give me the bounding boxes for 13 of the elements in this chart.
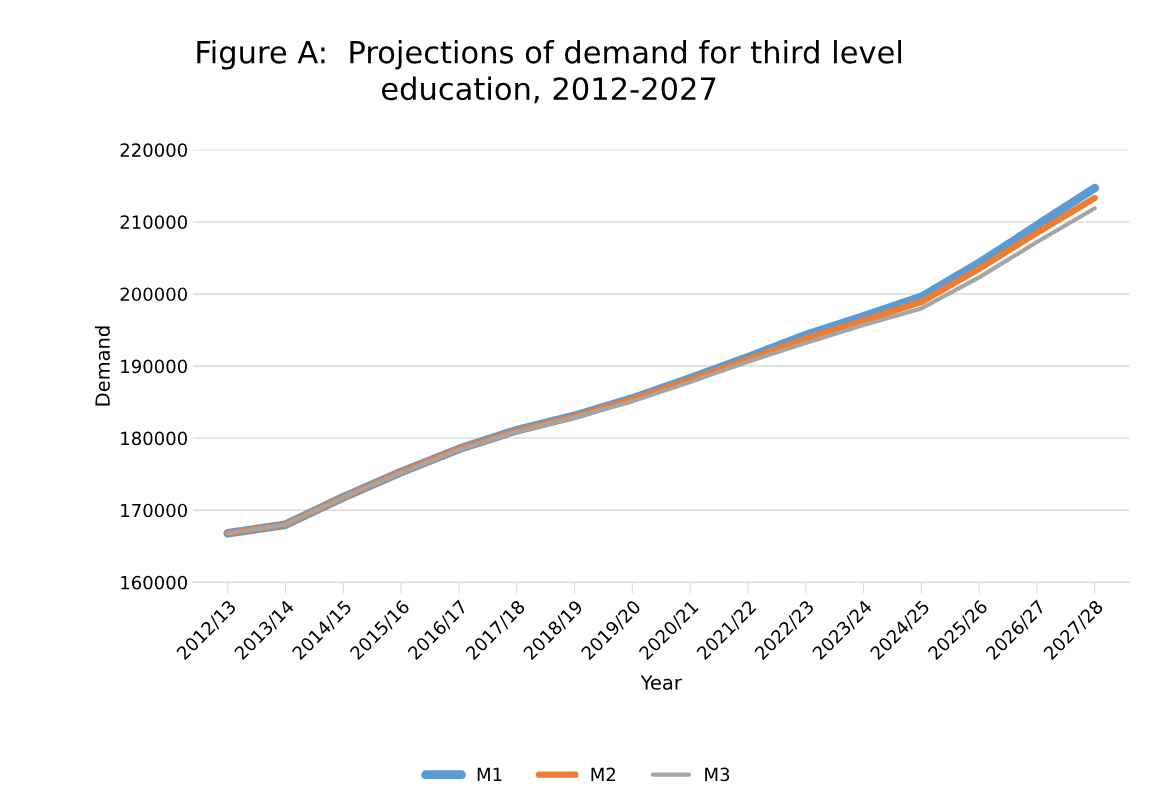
legend-label: M2 — [591, 767, 615, 781]
legend-label: M3 — [705, 767, 730, 782]
y-axis-title: Demand — [94, 326, 110, 406]
y-tick-label: 200000 — [120, 287, 187, 302]
chart-title: Figure A: Projections of demand for third level education, 2012-2027 — [197, 40, 901, 104]
y-tick-label: 180000 — [121, 431, 187, 446]
legend-label: M1 — [477, 767, 502, 781]
y-tick-label: 210000 — [120, 215, 187, 229]
y-tick-label: 220000 — [120, 143, 187, 157]
x-axis-title: Year — [640, 675, 682, 690]
y-tick-label: 170000 — [121, 503, 187, 518]
y-tick-label: 160000 — [121, 575, 187, 590]
y-tick-label: 190000 — [121, 359, 187, 374]
